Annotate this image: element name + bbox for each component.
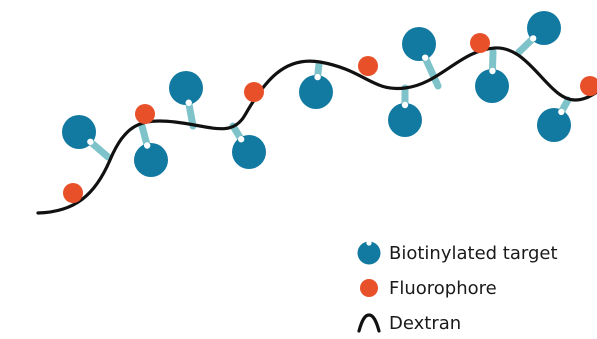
dextran-backbone: [36, 46, 597, 215]
fluorophore: [244, 82, 264, 102]
fluorophore: [135, 104, 155, 124]
fluorophore: [358, 56, 378, 76]
biotinylated-target: [527, 11, 561, 45]
biotinylated-target: [402, 27, 436, 61]
biotinylated-target: [232, 135, 266, 169]
fluorophore-group: [63, 33, 597, 203]
fluorophore: [63, 183, 83, 203]
legend-label-target: Biotinylated target: [389, 242, 558, 264]
legend-label-dextran: Dextran: [389, 312, 462, 334]
biotinylated-target: [537, 108, 571, 142]
biotinylated-target: [169, 71, 203, 106]
biotinylated-target: [134, 142, 168, 177]
biotinylated-target: [299, 73, 333, 109]
biotinylated-target: [62, 115, 96, 149]
legend-item-dextran: Dextran: [355, 308, 558, 338]
target-sphere-icon: [355, 239, 383, 267]
legend-item-target: Biotinylated target: [355, 238, 558, 268]
legend-item-fluorophore: Fluorophore: [355, 273, 558, 303]
legend: Biotinylated target Fluorophore Dextran: [355, 238, 558, 338]
legend-label-fluorophore: Fluorophore: [389, 277, 497, 299]
fluorophore: [470, 33, 490, 53]
target-group: [62, 11, 571, 177]
fluorophore-dot-icon: [355, 274, 383, 302]
dextran-curve-icon: [355, 309, 383, 337]
biotinylated-target: [388, 101, 422, 137]
fluorophore: [580, 76, 597, 96]
biotinylated-target: [475, 67, 509, 103]
